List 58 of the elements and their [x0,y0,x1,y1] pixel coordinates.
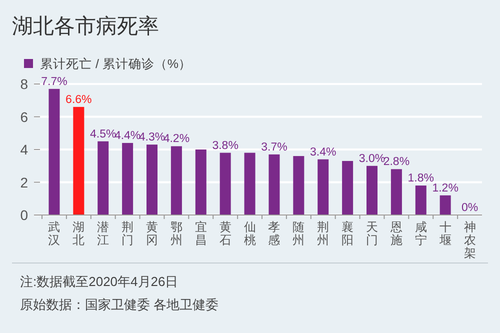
bar [98,141,109,215]
data-label: 4.4% [114,130,141,142]
bar [366,166,378,215]
data-label: 7.7% [41,76,68,88]
x-tick-label: 潜江 [97,220,110,247]
bar [342,160,354,215]
bar [440,195,451,215]
x-tick-label: 天门 [366,220,378,247]
bar [122,142,134,215]
y-tick-label: 8 [20,76,28,92]
bar [146,144,158,215]
data-label: 4.5% [90,128,116,140]
data-label: 4.3% [138,132,166,144]
x-tick-label: 湖北 [72,220,85,247]
bar [415,186,426,215]
data-label: 1.2% [432,182,458,194]
bar [293,156,304,215]
y-tick-label: 2 [20,174,28,190]
data-label: 1.8% [408,172,434,185]
x-tick-label: 神农架 [464,220,476,260]
x-tick-label: 荆州 [317,220,330,247]
data-label: 3.7% [261,141,288,154]
data-label: 3.0% [358,152,386,165]
bar [318,159,329,215]
x-tick-label: 孝感 [268,220,280,247]
x-tick-label: 黄石 [219,220,232,247]
data-label: 3.8% [212,140,238,152]
legend-label: 累计死亡 / 累计确诊（%） [40,56,192,71]
data-label: 6.6% [66,94,92,106]
y-tick-label: 0 [20,207,28,223]
y-tick-label: 6 [20,108,28,125]
x-tick-label: 咸宁 [414,220,427,247]
data-label: 2.8% [383,156,410,168]
x-tick-label: 荆门 [122,220,134,247]
bar [48,88,60,215]
bar [195,150,206,215]
bar [244,152,256,215]
x-tick-label: 仙桃 [244,220,256,247]
x-tick-label: 宜昌 [194,220,207,247]
text: 注:数据截至2020年4月26日 [20,274,178,289]
bar [390,169,402,215]
bar [220,152,231,215]
text: 原始数据：国家卫健委 各地卫健委 [20,297,219,312]
x-tick-label: 十堰 [438,220,452,247]
x-tick-label: 武汉 [48,220,60,247]
x-tick-label: 恩施 [389,220,402,247]
x-tick-label: 鄂州 [170,220,182,247]
data-label: 0% [461,202,478,214]
y-tick-label: 4 [20,142,28,158]
bar [170,146,182,215]
x-tick-label: 随州 [292,220,305,247]
x-tick-label: 黄冈 [146,220,158,247]
bar [73,106,84,215]
data-label: 4.2% [163,133,190,146]
data-label: 3.4% [310,146,336,158]
x-tick-label: 襄阳 [342,220,354,247]
bar [268,154,280,215]
chart-title: 湖北各市病死率 [12,15,159,38]
